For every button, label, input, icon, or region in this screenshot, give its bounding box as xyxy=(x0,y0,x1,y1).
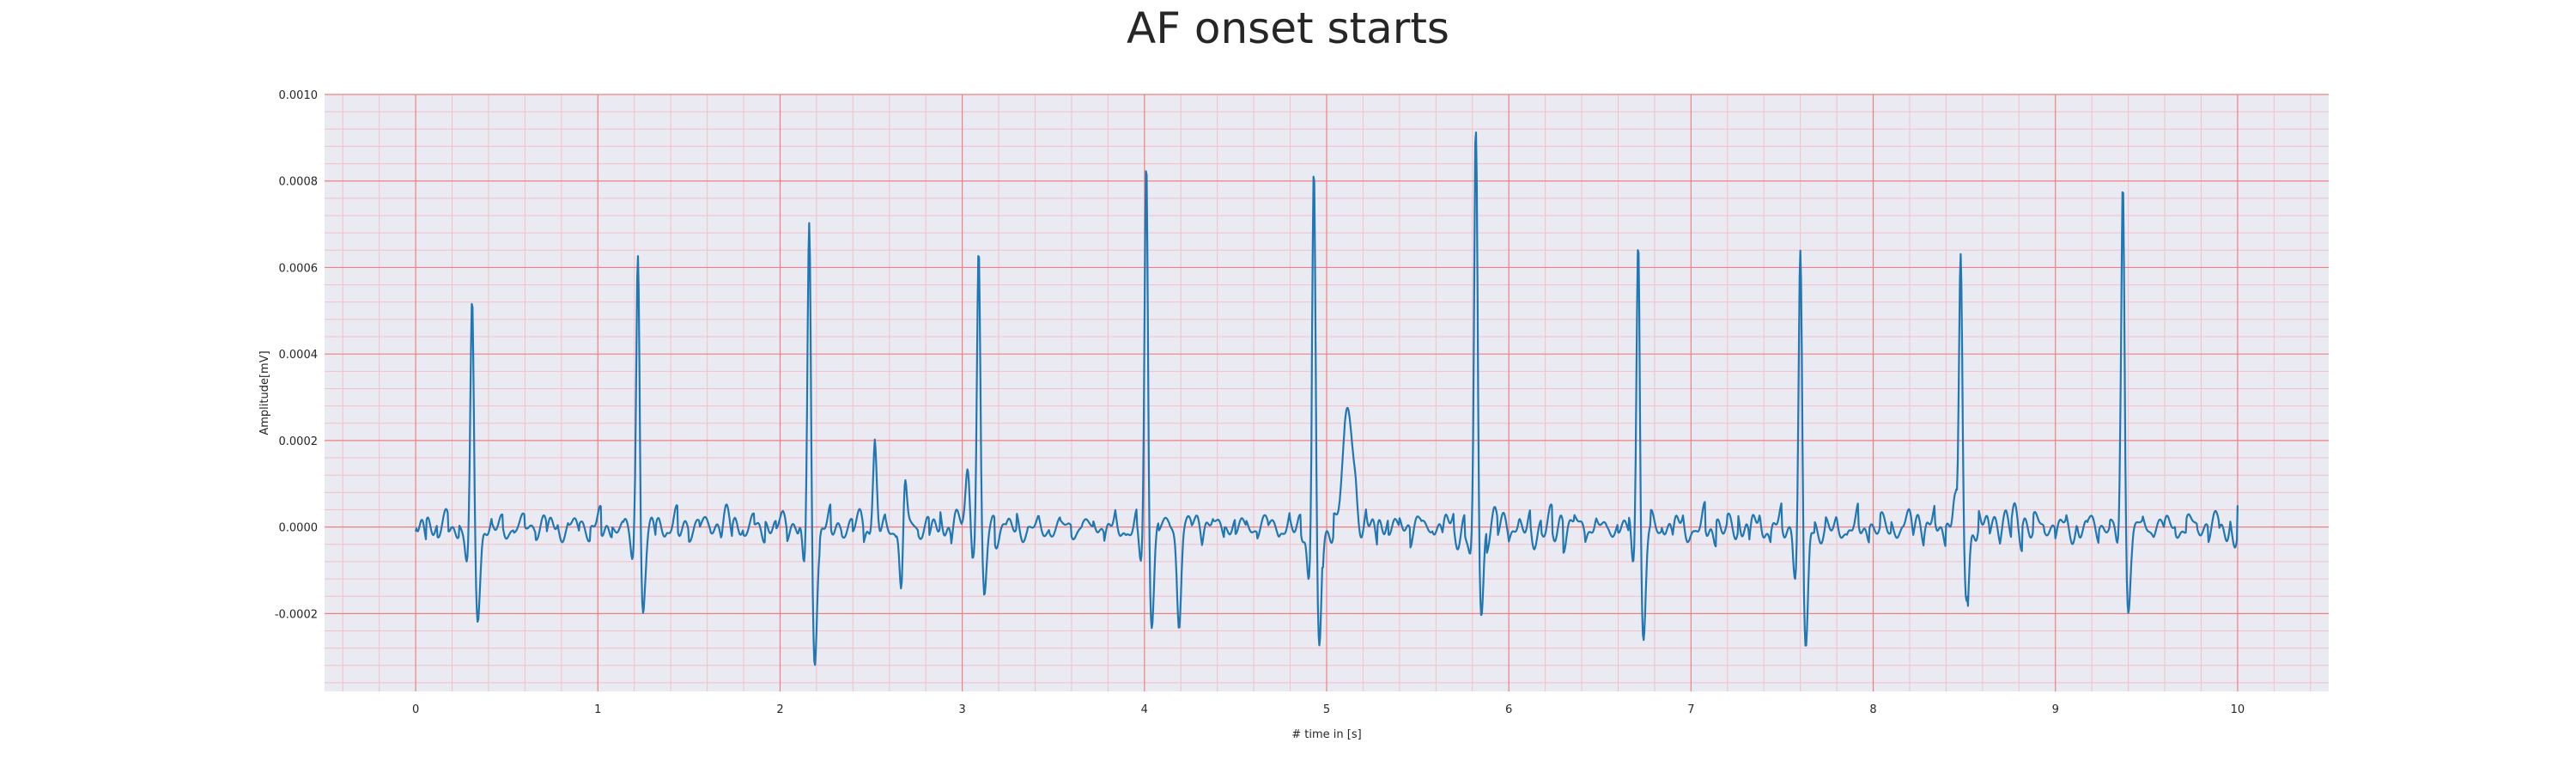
x-axis-label: # time in [s] xyxy=(1291,728,1361,741)
y-tick-label: 0.0008 xyxy=(279,176,319,189)
y-tick-label: 0.0010 xyxy=(279,89,319,102)
x-axis-ticks: 0 1 2 3 4 5 6 7 8 9 10 xyxy=(412,703,2245,716)
x-tick-label: 7 xyxy=(1687,703,1694,716)
x-tick-label: 1 xyxy=(594,703,601,716)
major-grid xyxy=(325,94,2329,691)
y-axis-ticks: -0.0002 0.0000 0.0002 0.0004 0.0006 0.0008 0.0… xyxy=(275,89,318,621)
x-tick-label: 10 xyxy=(2231,703,2245,716)
y-tick-label: 0.0002 xyxy=(279,435,319,448)
y-tick-label: 0.0000 xyxy=(279,522,319,535)
ecg-series-line xyxy=(415,131,2239,666)
x-tick-label: 8 xyxy=(1869,703,1876,716)
x-tick-label: 9 xyxy=(2052,703,2059,716)
y-tick-label: 0.0004 xyxy=(279,349,319,362)
x-tick-label: 5 xyxy=(1323,703,1330,716)
x-tick-label: 0 xyxy=(412,703,419,716)
x-tick-label: 6 xyxy=(1505,703,1512,716)
x-tick-label: 2 xyxy=(776,703,783,716)
y-tick-label: 0.0006 xyxy=(279,262,319,275)
y-axis-label: Amplitude[mV] xyxy=(258,350,271,435)
x-tick-label: 4 xyxy=(1141,703,1148,716)
chart-title: AF onset starts xyxy=(1127,3,1449,53)
y-tick-label: -0.0002 xyxy=(275,608,318,621)
x-tick-label: 3 xyxy=(958,703,965,716)
